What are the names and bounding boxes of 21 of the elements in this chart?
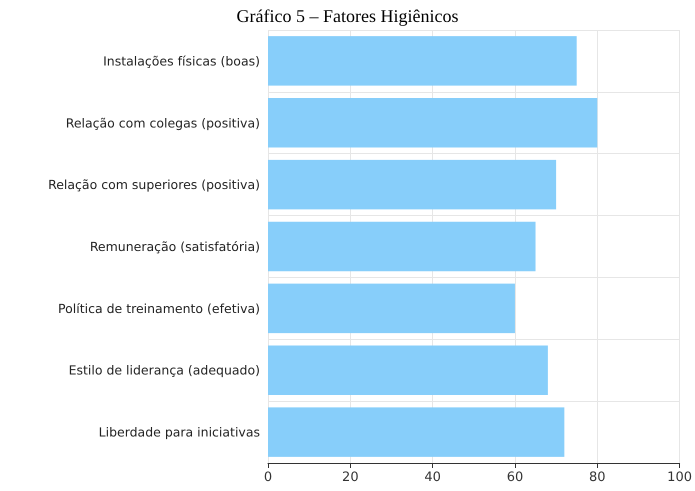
y-tick-label: Instalações físicas (boas) <box>103 53 260 68</box>
bar <box>268 160 556 210</box>
y-tick-label: Remuneração (satisfatória) <box>90 239 260 254</box>
chart-title: Gráfico 5 – Fatores Higiênicos <box>236 6 458 26</box>
x-tick-label: 80 <box>589 470 606 485</box>
x-tick-label: 20 <box>342 470 359 485</box>
x-tick-label: 40 <box>424 470 441 485</box>
bar <box>268 36 577 86</box>
bar <box>268 345 548 395</box>
x-tick-label: 100 <box>667 470 692 485</box>
y-tick-label: Estilo de liderança (adequado) <box>68 362 260 378</box>
x-tick-label: 0 <box>264 470 272 485</box>
bar <box>268 98 598 148</box>
bar <box>268 407 564 457</box>
bar <box>268 222 536 272</box>
x-tick-label: 60 <box>506 470 524 485</box>
bar <box>268 284 515 334</box>
y-tick-label: Relação com colegas (positiva) <box>66 115 260 130</box>
y-tick-label: Política de treinamento (efetiva) <box>58 300 260 316</box>
y-tick-label: Relação com superiores (positiva) <box>48 177 260 192</box>
y-tick-label: Liberdade para iniciativas <box>98 424 260 440</box>
